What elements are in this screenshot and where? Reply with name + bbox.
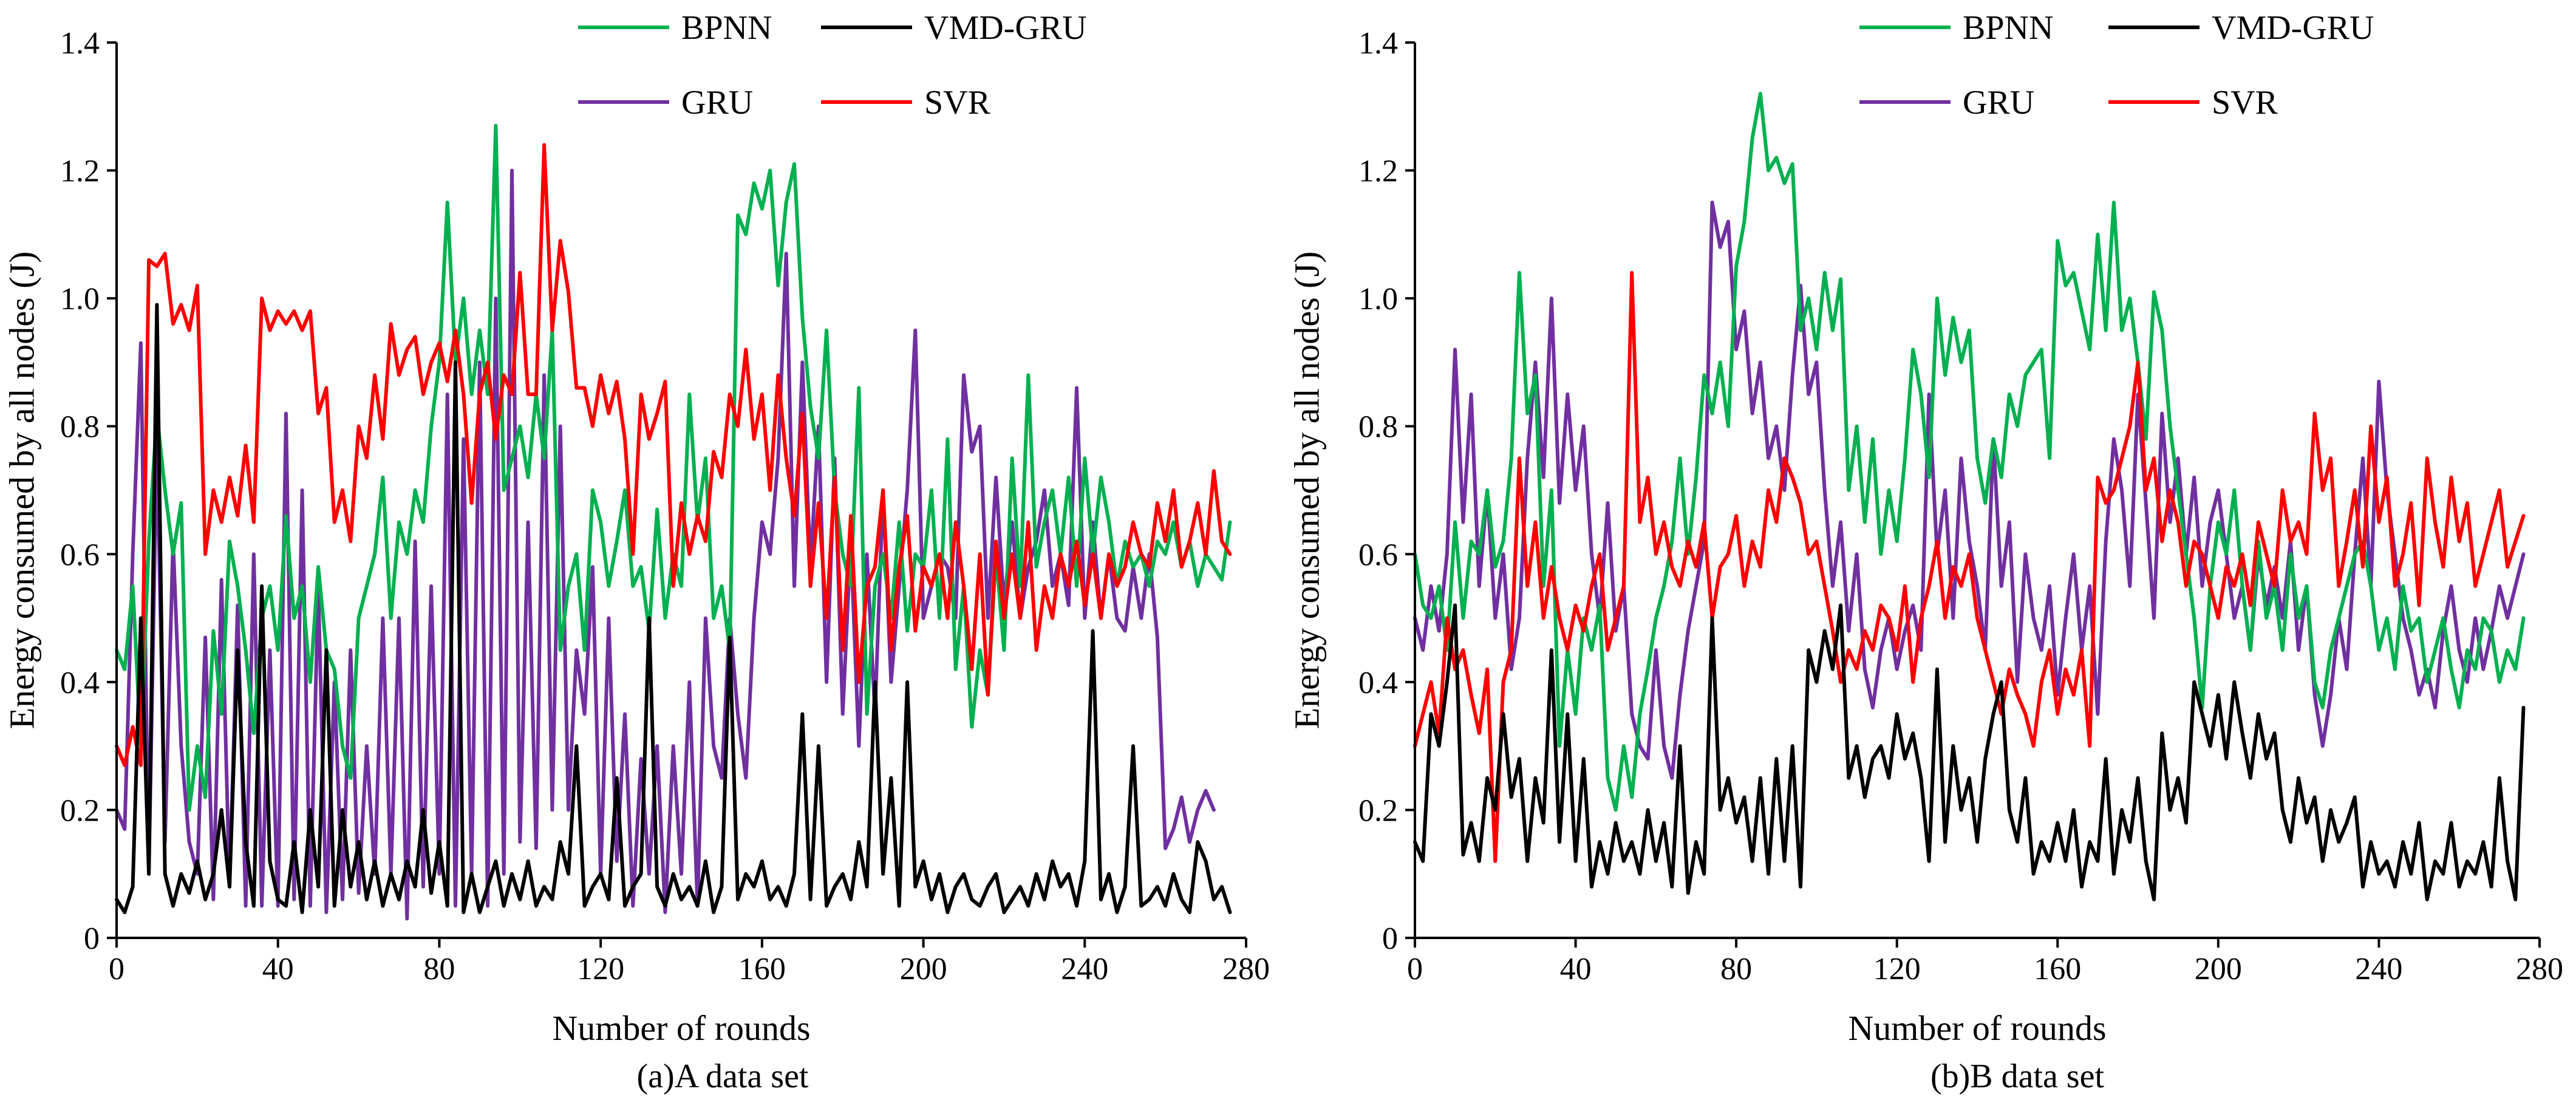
x-tick-label: 0: [1407, 952, 1423, 986]
legend-label-svr: SVR: [924, 84, 991, 121]
chart-panel-a: 0 40 80 120 160 200 240 280 0 0.2 0.4 0.6 0.8 1.0 1.2 1…: [2, 9, 1270, 1095]
y-tick-label: 0.6: [60, 538, 100, 572]
y-tick-label: 0.2: [60, 793, 100, 828]
x-tick-label: 280: [1222, 952, 1270, 986]
x-tick-label: 240: [2355, 952, 2402, 986]
y-tick-label: 1.4: [60, 26, 100, 61]
x-tick-label: 240: [1061, 952, 1108, 986]
x-tick-label: 200: [2195, 952, 2242, 986]
chart-panel-b: 0 40 80 120 160 200 240 280 0 0.2 0.4 0.6 0.8 1.0 1.2 1…: [1287, 9, 2563, 1095]
x-tick-label: 160: [2034, 952, 2081, 986]
y-tick-label: 0.4: [60, 666, 100, 700]
y-tick-label: 0.8: [1358, 410, 1398, 445]
legend-label-gru: GRU: [1963, 84, 2034, 121]
legend-label-bpnn: BPNN: [1963, 9, 2053, 47]
series-line-vmd-gru: [115, 303, 1232, 914]
y-tick-label: 1.0: [1358, 282, 1398, 316]
legend: BPNN VMD-GRU GRU SVR: [1859, 9, 2374, 121]
y-tick-label: 0.4: [1358, 666, 1398, 700]
series-line-svr: [115, 143, 1232, 767]
y-tick-label: 0.6: [1358, 538, 1398, 572]
legend-label-vmd-gru: VMD-GRU: [924, 9, 1087, 47]
y-axis-label: Energy consumed by all nodes (J): [1287, 251, 1326, 730]
x-tick-label: 40: [1560, 952, 1592, 986]
x-tick-label: 200: [900, 952, 947, 986]
legend: BPNN VMD-GRU GRU SVR: [578, 9, 1087, 121]
legend-label-gru: GRU: [681, 84, 753, 121]
legend-label-svr: SVR: [2212, 84, 2278, 121]
series-line-vmd-gru: [1413, 603, 2526, 901]
x-axis-label: Number of rounds: [552, 1008, 810, 1048]
x-tick-label: 120: [577, 952, 624, 986]
x-tick-label: 80: [1720, 952, 1752, 986]
series-line-gru: [1413, 200, 2526, 780]
y-tick-label: 0.8: [60, 410, 100, 445]
series-line-gru: [115, 168, 1216, 921]
x-tick-label: 120: [1873, 952, 1921, 986]
y-tick-label: 1.2: [60, 154, 100, 189]
y-tick-label: 1.4: [1358, 26, 1398, 61]
y-tick-label: 0: [1382, 921, 1398, 956]
legend-label-bpnn: BPNN: [681, 9, 772, 47]
panel-caption: (a)A data set: [637, 1058, 809, 1095]
y-tick-label: 0: [84, 921, 100, 956]
y-tick-label: 0.2: [1358, 793, 1398, 828]
y-tick-label: 1.0: [60, 282, 100, 316]
x-axis-label: Number of rounds: [1848, 1008, 2106, 1048]
x-tick-label: 80: [423, 952, 455, 986]
x-tick-label: 160: [738, 952, 786, 986]
y-axis-label: Energy consumed by all nodes (J): [2, 251, 41, 730]
x-tick-label: 280: [2516, 952, 2563, 986]
x-tick-label: 0: [109, 952, 124, 986]
panel-caption: (b)B data set: [1930, 1058, 2105, 1095]
y-tick-label: 1.2: [1358, 154, 1398, 189]
x-tick-label: 40: [262, 952, 294, 986]
series-line-bpnn: [1413, 92, 2526, 812]
series-line-svr: [1413, 271, 2526, 863]
legend-label-vmd-gru: VMD-GRU: [2212, 9, 2374, 47]
